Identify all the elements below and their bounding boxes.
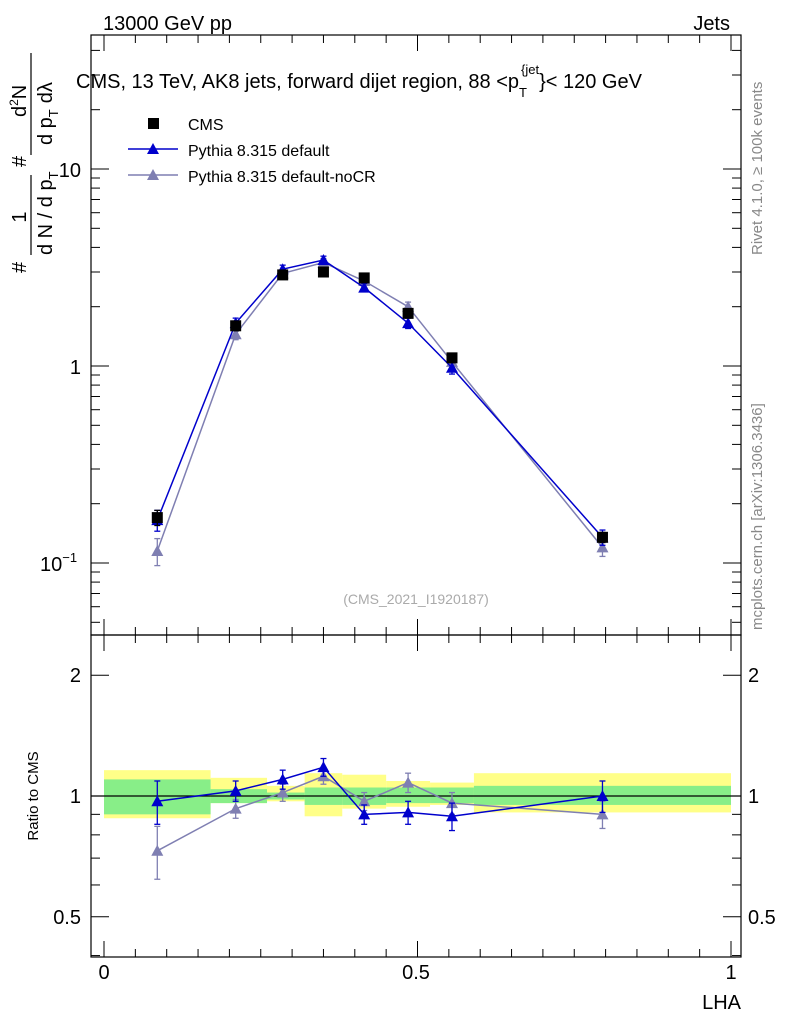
cms-point (317, 266, 329, 278)
ytick-label-10: 10 (59, 160, 81, 182)
default-point (402, 317, 415, 329)
ratio-point (317, 761, 330, 773)
analysis-id: (CMS_2021_I1920187) (343, 591, 489, 607)
cms-point (277, 269, 289, 281)
ylabel-frac-den: d N / d pT (35, 171, 61, 255)
header-left: 13000 GeV pp (103, 13, 232, 35)
main-marks (151, 254, 609, 567)
ratio-point (229, 802, 242, 814)
ratio-point (402, 806, 415, 818)
ylabel-frac2-hash: # (9, 155, 31, 167)
axis-ticks (91, 35, 741, 957)
nocr-point (596, 541, 609, 553)
rivet-label: Rivet 4.1.0, ≥ 100k events (749, 82, 766, 255)
legend-cms-marker (148, 118, 159, 129)
cms-point (230, 320, 242, 332)
cms-point (358, 272, 370, 284)
ratio-ytick-2-left: 2 (70, 665, 81, 687)
main-line-default (156, 259, 604, 538)
ratio-point (596, 790, 609, 801)
xtick-label-0.5: 0.5 (402, 962, 430, 984)
ytick-label-1: 1 (70, 357, 81, 379)
legend-cms-label: CMS (188, 117, 224, 134)
ratio-point (596, 808, 609, 820)
ratio-point (445, 810, 458, 822)
legend-nocr-marker (147, 169, 159, 180)
ratio-marks (151, 757, 609, 880)
ratio-point (229, 784, 242, 796)
ratio-line-nocr (156, 775, 603, 852)
default-point (358, 281, 371, 293)
ratio-point (402, 776, 415, 788)
ratio-point (151, 844, 164, 856)
ratio-point (276, 773, 289, 785)
cms-point (402, 307, 414, 319)
cms-point (446, 352, 458, 364)
ratio-ylabel: Ratio to CMS (25, 751, 42, 840)
default-point (317, 254, 330, 266)
xaxis-label: LHA (702, 992, 742, 1014)
ratio-point (358, 795, 371, 807)
xtick-label-1: 1 (725, 962, 736, 984)
ylabel-frac2-num: d2N (7, 85, 31, 117)
main-ylabel: # 1 d N / d pT # d2N d pTdλ (7, 53, 61, 273)
ytick-label-0.1: 10−1 (40, 550, 77, 576)
nocr-point (229, 328, 242, 340)
header-right: Jets (693, 13, 730, 35)
ratio-ytick-1-right: 1 (748, 786, 759, 808)
ratio-ytick-2-right: 2 (748, 665, 759, 687)
ratio-ytick-1-left: 1 (70, 786, 81, 808)
ratio-point (358, 808, 371, 820)
legend-nocr-label: Pythia 8.315 default-noCR (188, 169, 376, 186)
legend-default-marker (147, 143, 159, 154)
ratio-line-default (157, 766, 603, 818)
mcplots-label: mcplots.cern.ch [arXiv:1306.3436] (749, 403, 766, 630)
cms-point (596, 531, 608, 543)
ratio-point (151, 795, 164, 807)
plot-title: CMS, 13 TeV, AK8 jets, forward dijet reg… (76, 62, 643, 100)
legend: CMS Pythia 8.315 default Pythia 8.315 de… (128, 117, 376, 186)
cms-point (151, 512, 163, 524)
ratio-ytick-0.5-right: 0.5 (748, 907, 776, 929)
ratio-bands (91, 770, 741, 819)
legend-default-label: Pythia 8.315 default (188, 143, 330, 160)
ratio-ytick-0.5-left: 0.5 (53, 907, 81, 929)
ratio-band-inner (386, 787, 431, 804)
main-line-nocr (156, 261, 604, 552)
ylabel-frac2-den: d pTdλ (35, 82, 61, 145)
default-point (445, 361, 458, 373)
ylabel-hash: # (9, 261, 31, 273)
nocr-point (151, 545, 164, 557)
ylabel-frac-num: 1 (9, 211, 31, 222)
ratio-point (276, 786, 289, 798)
xtick-label-0: 0 (98, 962, 109, 984)
